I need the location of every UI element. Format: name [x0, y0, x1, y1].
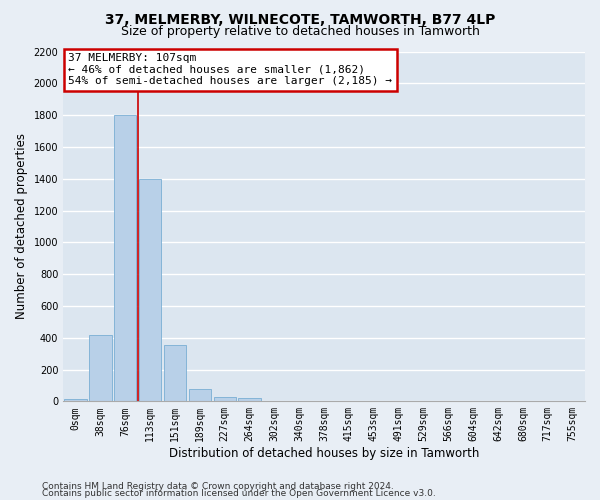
- Bar: [188, 390, 211, 402]
- Bar: [164, 345, 186, 402]
- Text: Contains HM Land Registry data © Crown copyright and database right 2024.: Contains HM Land Registry data © Crown c…: [42, 482, 394, 491]
- Bar: [238, 398, 261, 402]
- Bar: [64, 399, 87, 402]
- Text: Size of property relative to detached houses in Tamworth: Size of property relative to detached ho…: [121, 25, 479, 38]
- Bar: [214, 398, 236, 402]
- Text: 37 MELMERBY: 107sqm
← 46% of detached houses are smaller (1,862)
54% of semi-det: 37 MELMERBY: 107sqm ← 46% of detached ho…: [68, 53, 392, 86]
- X-axis label: Distribution of detached houses by size in Tamworth: Distribution of detached houses by size …: [169, 447, 479, 460]
- Bar: [139, 178, 161, 402]
- Bar: [89, 334, 112, 402]
- Text: Contains public sector information licensed under the Open Government Licence v3: Contains public sector information licen…: [42, 489, 436, 498]
- Y-axis label: Number of detached properties: Number of detached properties: [15, 134, 28, 320]
- Bar: [114, 115, 136, 402]
- Text: 37, MELMERBY, WILNECOTE, TAMWORTH, B77 4LP: 37, MELMERBY, WILNECOTE, TAMWORTH, B77 4…: [105, 12, 495, 26]
